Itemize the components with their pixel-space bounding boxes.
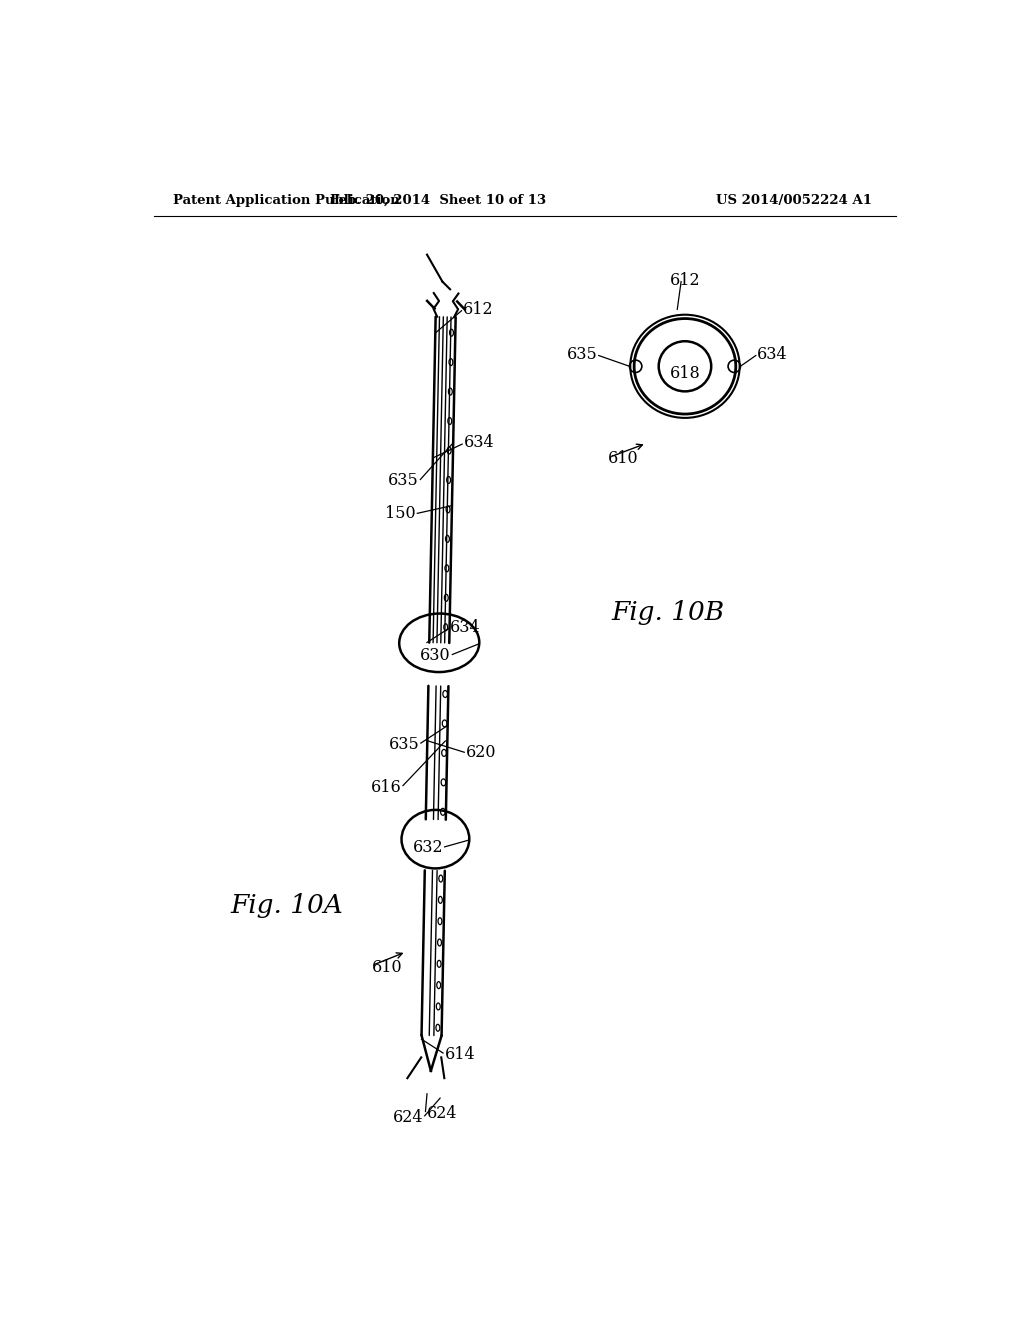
Text: 616: 616 [371, 779, 401, 796]
Text: 150: 150 [385, 504, 416, 521]
Text: 635: 635 [388, 737, 419, 754]
Text: 634: 634 [464, 434, 495, 451]
Text: 610: 610 [608, 450, 639, 467]
Text: 634: 634 [450, 619, 480, 636]
Text: 624: 624 [427, 1105, 458, 1122]
Text: US 2014/0052224 A1: US 2014/0052224 A1 [716, 194, 871, 207]
Text: 620: 620 [466, 743, 497, 760]
Text: 630: 630 [420, 647, 451, 664]
Text: 614: 614 [444, 1045, 475, 1063]
Text: 635: 635 [388, 473, 419, 490]
Text: Feb. 20, 2014  Sheet 10 of 13: Feb. 20, 2014 Sheet 10 of 13 [331, 194, 547, 207]
Text: 635: 635 [566, 346, 597, 363]
Text: 610: 610 [372, 958, 402, 975]
Text: Fig. 10B: Fig. 10B [611, 601, 725, 626]
Text: Fig. 10A: Fig. 10A [230, 892, 343, 917]
Text: 624: 624 [392, 1109, 423, 1126]
Text: 632: 632 [413, 840, 443, 857]
Text: 618: 618 [670, 366, 700, 383]
Text: 612: 612 [463, 301, 494, 318]
Text: 612: 612 [670, 272, 700, 289]
Text: 634: 634 [758, 346, 787, 363]
Text: Patent Application Publication: Patent Application Publication [173, 194, 399, 207]
